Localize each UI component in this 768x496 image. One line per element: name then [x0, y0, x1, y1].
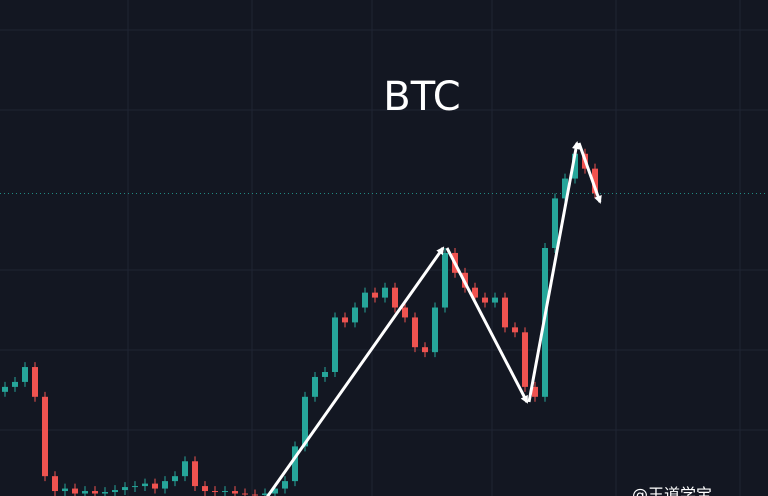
- candle-body: [422, 347, 428, 353]
- candle-body: [282, 481, 288, 489]
- watermark: @王道学宝: [632, 485, 712, 496]
- candle-body: [242, 493, 248, 495]
- candle-body: [472, 287, 478, 298]
- candle-body: [182, 461, 188, 477]
- candle-body: [122, 487, 128, 491]
- candle-body: [132, 486, 138, 488]
- candle-body: [152, 483, 158, 489]
- candle-body: [52, 476, 58, 492]
- candle-body: [362, 292, 368, 308]
- arrow: [445, 247, 529, 404]
- candle-body: [342, 317, 348, 323]
- candle-body: [232, 491, 238, 494]
- candle-body: [292, 446, 298, 482]
- candle-body: [32, 367, 38, 397]
- candle-body: [402, 307, 408, 318]
- candle-body: [562, 178, 568, 199]
- candle-body: [12, 381, 18, 387]
- candle-body: [432, 307, 438, 353]
- candle-body: [392, 287, 398, 308]
- candle-body: [162, 481, 168, 489]
- candle-body: [552, 198, 558, 248]
- trend-arrows: [265, 141, 602, 496]
- candle-body: [202, 486, 208, 492]
- candle-body: [102, 492, 108, 494]
- candle-body: [372, 292, 378, 298]
- candle-body: [262, 493, 268, 496]
- candle-body: [172, 476, 178, 482]
- candle-body: [142, 483, 148, 487]
- candle-body: [502, 297, 508, 328]
- candle-body: [382, 287, 388, 298]
- arrow: [577, 142, 602, 204]
- candle-body: [332, 317, 338, 372]
- candle-body: [22, 367, 28, 382]
- candle-body: [522, 332, 528, 387]
- candle-body: [252, 494, 258, 496]
- candle-body: [322, 372, 328, 377]
- candle-body: [222, 491, 228, 493]
- candle-body: [572, 153, 578, 179]
- candle-body: [112, 490, 118, 493]
- candle-body: [482, 297, 488, 303]
- candle-body: [82, 491, 88, 494]
- chart-title: BTC: [383, 74, 460, 120]
- candle-body: [492, 297, 498, 303]
- candle-body: [192, 461, 198, 487]
- candle-body: [442, 252, 448, 308]
- candle-body: [212, 491, 218, 493]
- candle-body: [92, 491, 98, 494]
- candle-body: [592, 168, 598, 194]
- candle-body: [42, 396, 48, 477]
- arrow: [265, 246, 445, 496]
- arrow: [527, 141, 580, 403]
- candle-body: [272, 488, 278, 494]
- candle-body: [2, 386, 8, 392]
- candle-body: [312, 376, 318, 397]
- candle-body: [62, 488, 68, 492]
- candle-body: [512, 327, 518, 333]
- candle-body: [72, 488, 78, 494]
- candle-body: [302, 396, 308, 447]
- candle-body: [532, 386, 538, 397]
- candle-body: [352, 307, 358, 323]
- candle-body: [412, 317, 418, 348]
